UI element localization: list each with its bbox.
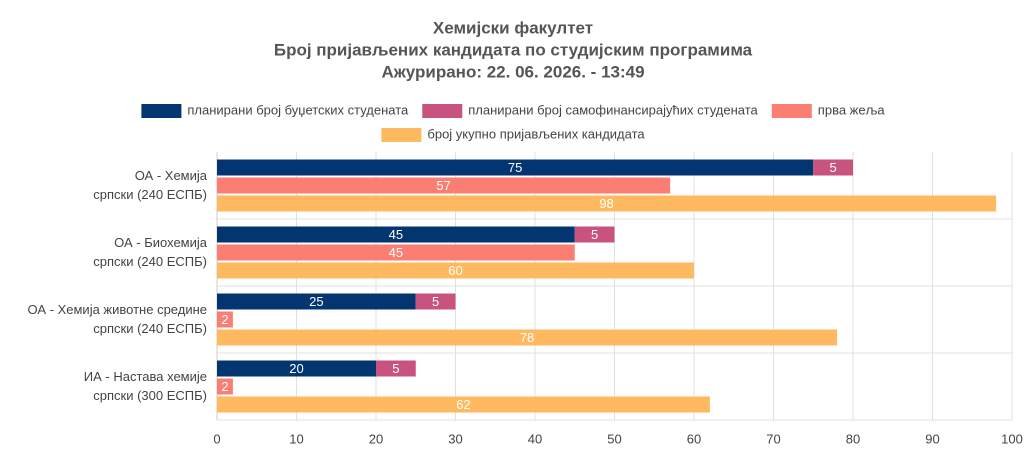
bar: [376, 360, 416, 377]
y-tick-label: ОА - Биохемија: [114, 235, 208, 250]
chart-title: Хемијски факултет: [433, 18, 593, 37]
legend-label: планирани број самофинансирајућих студен…: [468, 102, 758, 117]
legend-item[interactable]: прва жеља: [771, 102, 886, 118]
legend-item[interactable]: планирани број самофинансирајућих студен…: [422, 102, 759, 118]
legend-label: број укупно пријављених кандидата: [427, 126, 645, 141]
x-tick-label: 90: [925, 431, 939, 446]
value-label: 25: [309, 294, 323, 309]
x-tick-label: 60: [687, 431, 701, 446]
x-tick-label: 20: [369, 431, 383, 446]
bar: [217, 195, 997, 212]
bar: [217, 396, 710, 413]
legend-label: прва жеља: [818, 102, 886, 117]
x-tick-label: 100: [1001, 431, 1023, 446]
bar: [813, 159, 853, 176]
value-label: 5: [830, 160, 837, 175]
value-label: 2: [221, 312, 228, 327]
x-tick-label: 70: [766, 431, 780, 446]
x-tick-label: 40: [528, 431, 542, 446]
value-label: 5: [591, 227, 598, 242]
legend-item[interactable]: планирани број буџетских студената: [141, 102, 409, 118]
y-tick-label: српски (240 ЕСПБ): [93, 187, 207, 202]
y-tick-label: српски (300 ЕСПБ): [93, 388, 207, 403]
legend-swatch: [381, 128, 422, 142]
bar: [217, 378, 233, 395]
value-label: 5: [392, 361, 399, 376]
bar: [574, 226, 615, 243]
x-tick-label: 0: [213, 431, 220, 446]
value-label: 62: [456, 397, 470, 412]
value-label: 57: [436, 178, 450, 193]
value-label: 45: [389, 245, 403, 260]
chart-title: Ажурирано: 22. 06. 2026. - 13:49: [381, 62, 644, 81]
bar: [217, 293, 416, 310]
y-tick-label: ОА - Хемија животне средине: [28, 302, 207, 317]
x-tick-label: 30: [448, 431, 462, 446]
x-tick-label: 80: [846, 431, 860, 446]
bar: [217, 262, 694, 279]
x-tick-label: 10: [289, 431, 303, 446]
legend-swatch: [422, 104, 463, 118]
y-tick-label: ОА - Хемија: [135, 168, 208, 183]
bar: [217, 226, 575, 243]
value-label: 45: [389, 227, 403, 242]
value-label: 5: [432, 294, 439, 309]
bar: [217, 360, 376, 377]
value-label: 2: [221, 379, 228, 394]
y-tick-label: српски (240 ЕСПБ): [93, 321, 207, 336]
bar: [217, 244, 575, 261]
chart-title: Број пријављених кандидата по студијским…: [274, 40, 753, 59]
bar: [217, 177, 671, 194]
bar: [217, 329, 838, 346]
value-label: 78: [520, 330, 534, 345]
y-tick-label: српски (240 ЕСПБ): [93, 254, 207, 269]
value-label: 20: [289, 361, 303, 376]
value-label: 75: [508, 160, 522, 175]
x-tick-label: 50: [607, 431, 621, 446]
y-tick-label: ИА - Настава хемије: [84, 369, 207, 384]
value-label: 98: [599, 196, 613, 211]
bar: [217, 311, 233, 328]
legend-swatch: [771, 104, 812, 118]
bar: [415, 293, 456, 310]
bar: [217, 159, 814, 176]
legend-label: планирани број буџетских студената: [187, 102, 409, 117]
value-label: 60: [448, 263, 462, 278]
legend-swatch: [141, 104, 182, 118]
legend-item[interactable]: број укупно пријављених кандидата: [381, 126, 645, 142]
